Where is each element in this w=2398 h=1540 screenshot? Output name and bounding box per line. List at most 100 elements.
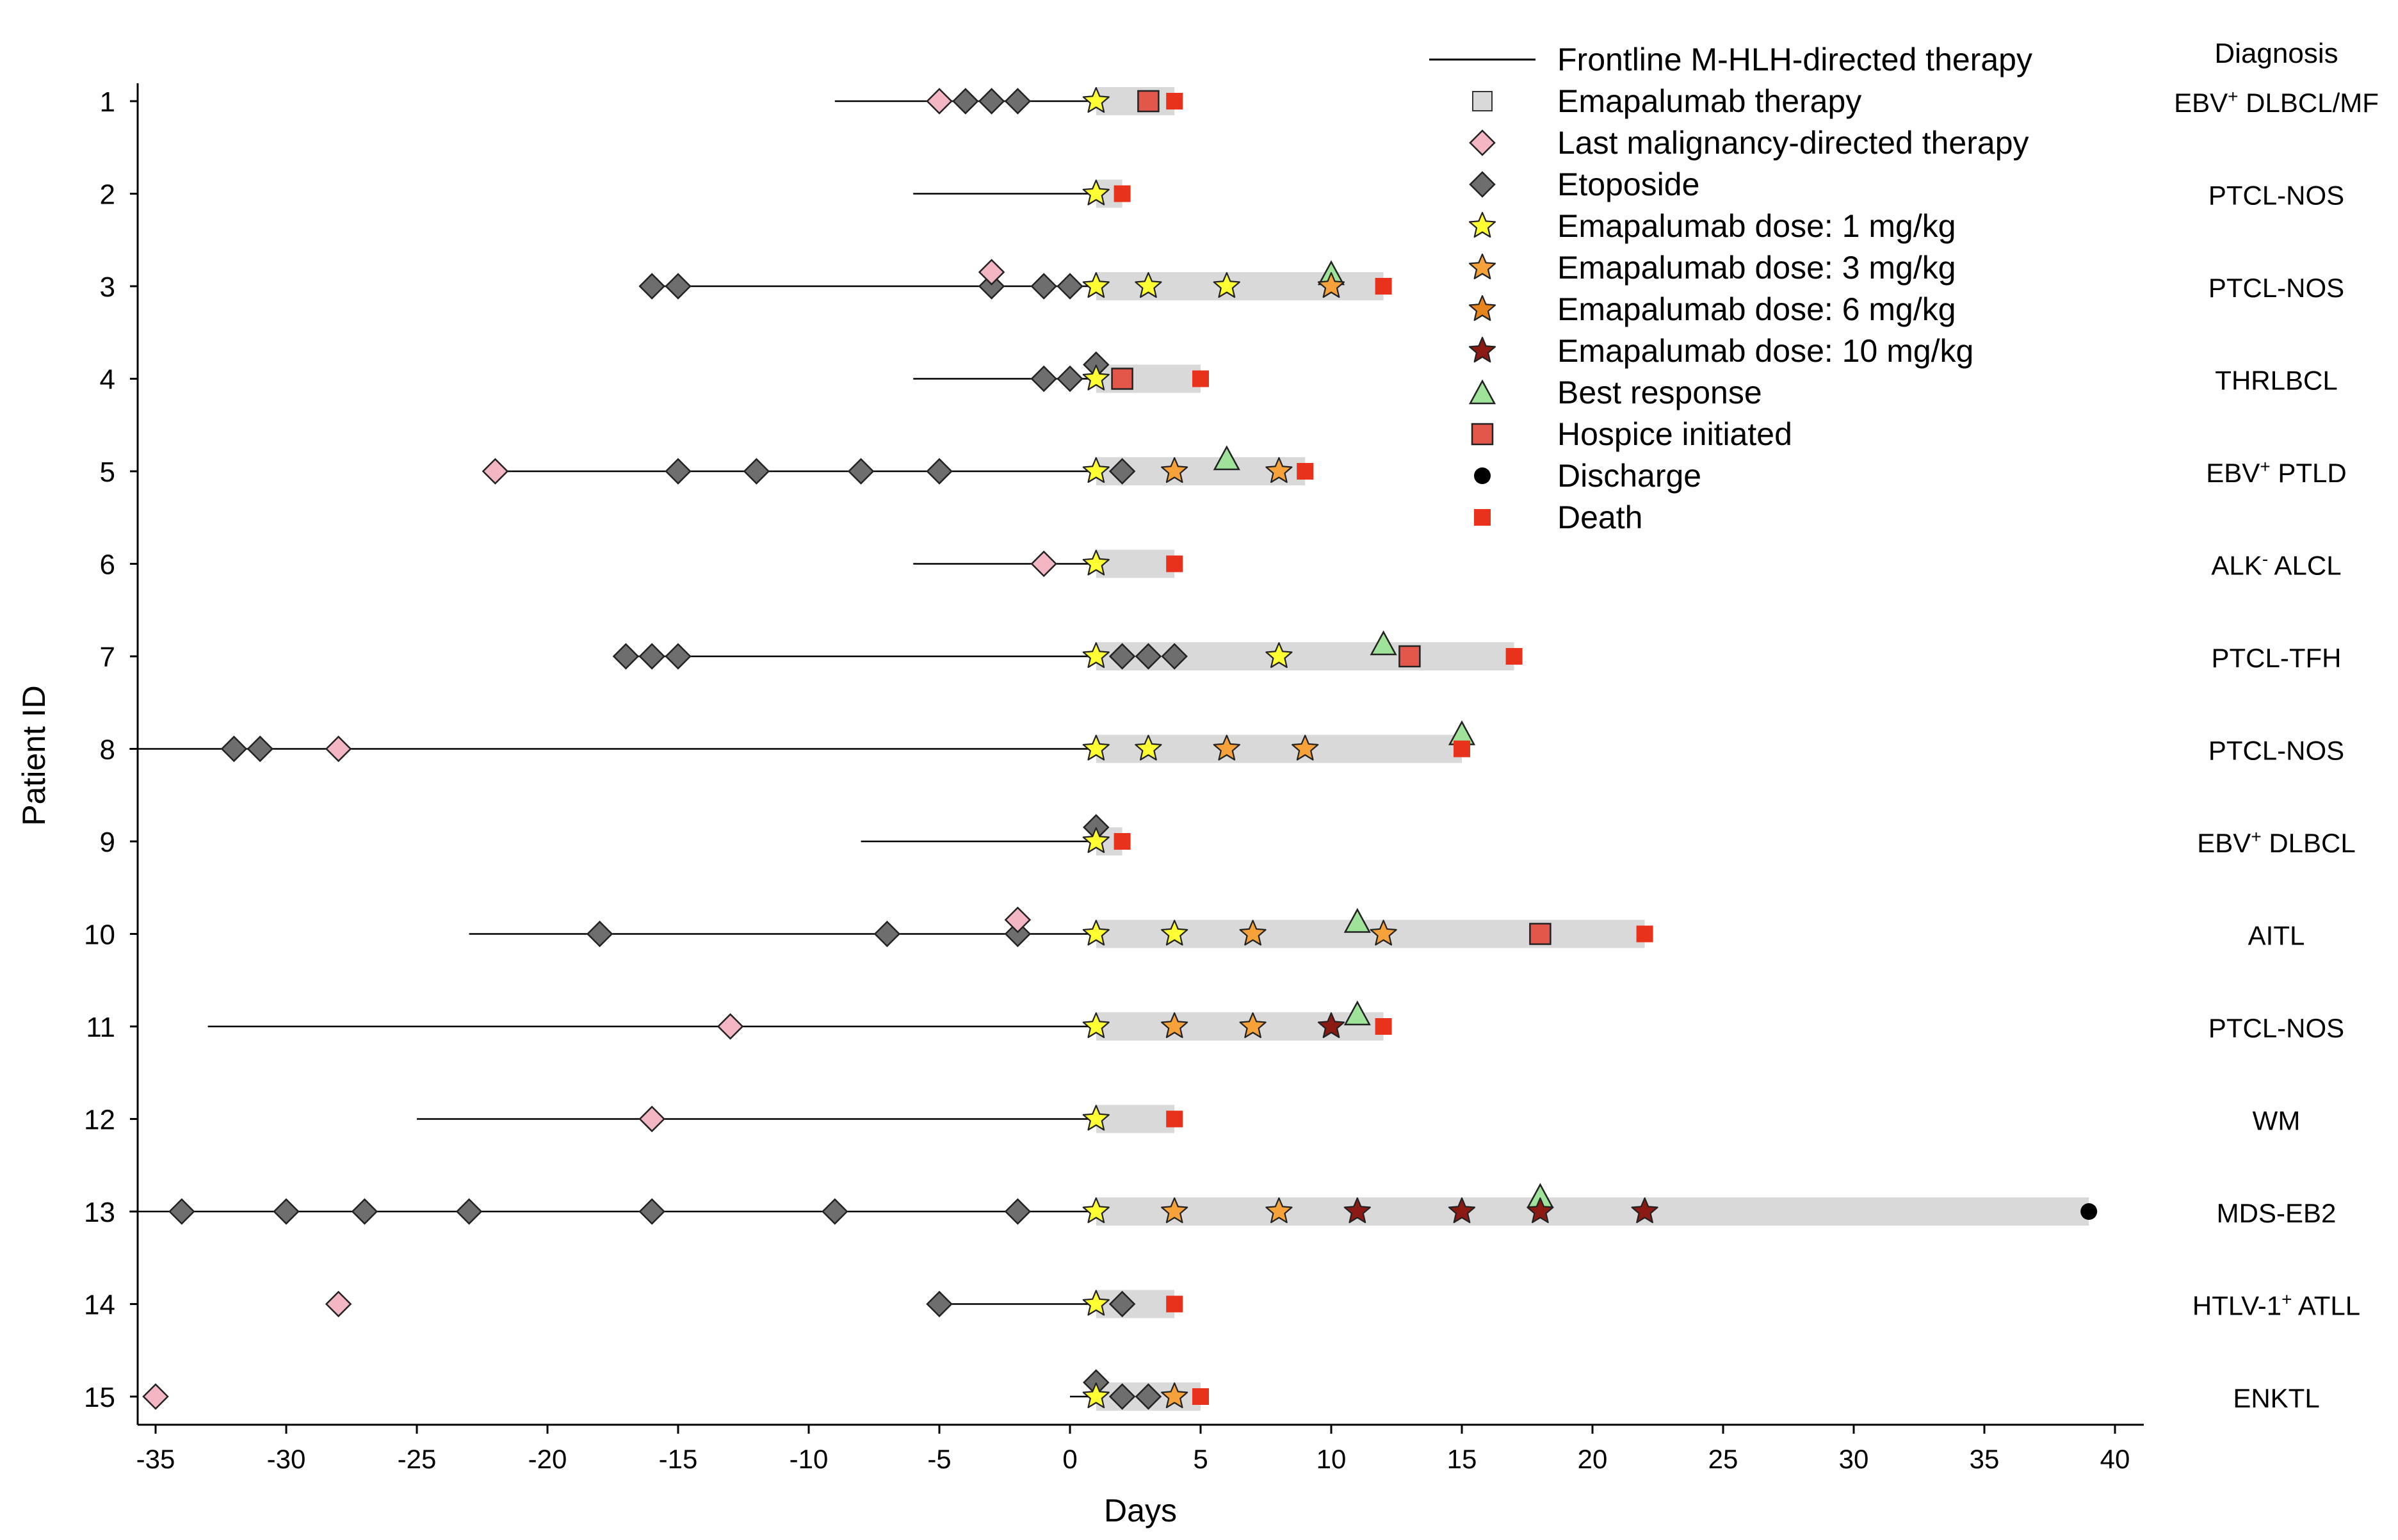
patient-id-label: 6 <box>100 549 115 581</box>
legend: Frontline M-HLH-directed therapy Emapalum… <box>1429 42 2032 535</box>
emapalumab-bar-patient-11 <box>1096 1012 1384 1041</box>
hospice-marker <box>1529 923 1551 945</box>
etoposide-marker <box>743 458 770 485</box>
etoposide-marker <box>1108 458 1136 485</box>
dose-10mgkg-marker <box>1527 1197 1554 1224</box>
etoposide-marker <box>665 273 692 300</box>
last-malignancy-therapy-marker <box>325 735 352 763</box>
death-marker <box>1166 93 1183 109</box>
etoposide-marker <box>926 458 953 485</box>
dose-3mgkg-marker <box>1161 457 1188 483</box>
etoposide-marker <box>247 735 273 763</box>
x-tick-label: 30 <box>1839 1444 1869 1474</box>
emapalumab-bar-patient-10 <box>1096 920 1645 948</box>
legend-label-hospice: Hospice initiated <box>1557 416 1792 452</box>
last-malignancy-therapy-marker <box>926 88 953 115</box>
patient-id-label: 5 <box>100 457 115 488</box>
legend-label-etoposide: Etoposide <box>1557 166 1699 202</box>
labels-layer: 1 EBV+ DLBCL/MF 2 PTCL-NOS 3 PTCL-NOS 4 THRLBCL… <box>16 38 2379 1528</box>
legend-label-dose3: Emapalumab dose: 3 mg/kg <box>1557 250 1956 286</box>
dose-3mgkg-marker <box>1292 734 1319 761</box>
death-marker <box>1166 1110 1183 1128</box>
etoposide-marker <box>1108 1383 1136 1410</box>
death-marker <box>1454 740 1470 758</box>
patient-id-label: 7 <box>100 642 115 673</box>
patient-id-label: 9 <box>100 827 115 858</box>
death-marker <box>1192 370 1209 387</box>
best-response-marker <box>1343 1000 1371 1026</box>
legend-symbol-ema_bar <box>1472 91 1493 111</box>
diagnosis-label: PTCL-NOS <box>2208 1013 2344 1043</box>
diagnosis-label: PTCL-NOS <box>2208 273 2344 303</box>
dose-3mgkg-marker <box>1161 1197 1188 1224</box>
dose-1mgkg-marker <box>1082 920 1110 946</box>
diagnosis-label: ALK- ALCL <box>2211 549 2341 581</box>
dose-1mgkg-marker <box>1161 920 1188 946</box>
dose-1mgkg-marker <box>1082 1197 1110 1224</box>
dose-3mgkg-marker <box>1265 457 1293 483</box>
legend-label-ema_bar: Emapalumab therapy <box>1557 83 1861 119</box>
death-marker <box>1375 278 1392 295</box>
etoposide-marker <box>273 1198 300 1225</box>
etoposide-marker <box>1057 365 1083 393</box>
last-malignancy-therapy-marker <box>1030 550 1057 578</box>
last-malignancy-therapy-marker <box>482 458 509 485</box>
patient-id-label: 12 <box>84 1105 115 1136</box>
emapalumab-bars-layer <box>1096 87 2089 1411</box>
event-markers-layer <box>142 86 2098 1410</box>
dose-3mgkg-marker <box>1239 1012 1267 1039</box>
legend-symbol-hospice <box>1471 423 1494 446</box>
emapalumab-bar-patient-1 <box>1096 87 1175 115</box>
dose-1mgkg-marker <box>1265 642 1293 669</box>
best-response-marker <box>1370 630 1397 656</box>
etoposide-marker <box>952 88 979 115</box>
etoposide-marker <box>1135 643 1162 670</box>
death-marker <box>1114 185 1131 202</box>
legend-label-best_response: Best response <box>1557 375 1762 410</box>
etoposide-marker <box>586 920 613 948</box>
diagnosis-label: PTCL-TFH <box>2212 643 2342 673</box>
etoposide-marker <box>168 1198 195 1225</box>
etoposide-marker <box>351 1198 378 1225</box>
hospice-marker <box>1111 368 1133 390</box>
legend-symbol-etoposide <box>1469 171 1496 198</box>
diagnosis-label: ENKTL <box>2233 1383 2319 1413</box>
x-tick-label: 40 <box>2100 1444 2130 1474</box>
death-marker <box>1114 833 1131 850</box>
diagnosis-label: PTCL-NOS <box>2208 736 2344 766</box>
patient-id-label: 8 <box>100 734 115 766</box>
hospice-marker <box>1398 645 1421 668</box>
last-malignancy-therapy-marker <box>325 1290 352 1318</box>
death-marker <box>1505 648 1523 665</box>
legend-symbol-dose1 <box>1468 211 1496 238</box>
patient-id-label: 2 <box>100 179 115 211</box>
x-tick-label: -10 <box>790 1444 829 1474</box>
legend-label-dose1: Emapalumab dose: 1 mg/kg <box>1557 208 1956 244</box>
patient-id-label: 3 <box>100 272 115 303</box>
x-tick-label: 15 <box>1447 1444 1477 1474</box>
etoposide-marker <box>638 273 665 300</box>
dose-3mgkg-marker <box>1213 734 1240 761</box>
etoposide-marker <box>1004 1198 1032 1225</box>
etoposide-marker <box>978 88 1005 115</box>
death-marker <box>1375 1018 1392 1035</box>
dose-3mgkg-marker <box>1161 1012 1188 1039</box>
etoposide-marker <box>612 643 640 670</box>
dose-10mgkg-marker <box>1343 1197 1371 1224</box>
dose-1mgkg-marker <box>1082 364 1110 391</box>
dose-10mgkg-marker <box>1448 1197 1476 1224</box>
x-tick-label: 10 <box>1316 1444 1347 1474</box>
dose-1mgkg-marker <box>1082 86 1110 113</box>
legend-symbol-dose6 <box>1468 295 1496 321</box>
patient-id-label: 15 <box>84 1382 115 1413</box>
etoposide-marker <box>220 735 248 763</box>
etoposide-marker <box>1108 643 1136 670</box>
diagnosis-label: MDS-EB2 <box>2217 1198 2337 1228</box>
diagnosis-label: EBV+ DLBCL/MF <box>2174 86 2379 118</box>
dose-1mgkg-marker <box>1082 272 1110 298</box>
x-tick-label: -35 <box>136 1444 175 1474</box>
best-response-marker <box>1343 907 1371 933</box>
x-tick-label: 25 <box>1708 1444 1738 1474</box>
x-tick-label: -5 <box>927 1444 951 1474</box>
frontline-lines-layer <box>129 100 1096 1398</box>
